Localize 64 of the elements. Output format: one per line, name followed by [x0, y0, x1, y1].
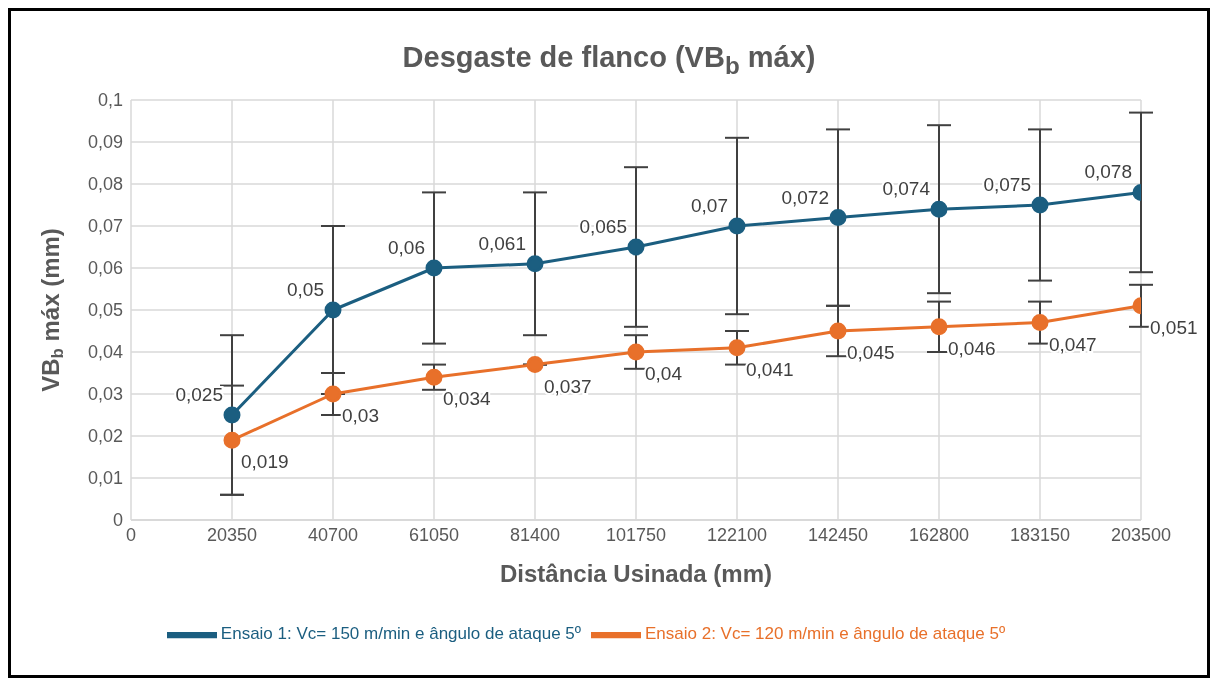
- point: [829, 322, 847, 340]
- y-tick-label: 0,1: [97, 90, 123, 111]
- legend-label: Ensaio 2: Vc= 120 m/min e ângulo de ataque 5º: [645, 624, 1006, 644]
- point: [425, 259, 443, 277]
- data-label: 0,074: [882, 178, 931, 199]
- chart-title: Desgaste de flanco (VB$_{b}$ máx): [401, 41, 817, 80]
- data-label: 0,025: [175, 383, 223, 405]
- y-tick-label: 0,04: [87, 342, 123, 363]
- x-axis-title: Distância Usinada (mm): [499, 559, 773, 587]
- x-tick-label: 20350: [206, 524, 258, 545]
- point: [526, 255, 544, 273]
- data-label: 0,047: [1049, 333, 1097, 355]
- x-tick-label: 40700: [307, 524, 359, 545]
- point: [930, 200, 948, 218]
- legend-label: Ensaio 1: Vc= 150 m/min e ângulo de ataque 5º: [220, 624, 581, 644]
- data-label: 0,072: [781, 186, 829, 208]
- point: [728, 217, 746, 235]
- y-tick-label: 0: [112, 510, 123, 531]
- data-label: 0,065: [579, 215, 627, 237]
- y-tick-label: 0,02: [87, 426, 123, 447]
- x-tick-label: 203500: [1110, 524, 1172, 545]
- point: [627, 343, 645, 361]
- point: [425, 368, 443, 386]
- x-tick-label: 162800: [908, 524, 970, 545]
- data-label: 0,034: [443, 388, 491, 409]
- y-tick-label: 0,01: [87, 468, 123, 489]
- x-tick-label: 0: [125, 524, 137, 545]
- point: [1031, 196, 1049, 214]
- data-label: 0,078: [1084, 161, 1132, 183]
- data-label: 0,041: [746, 358, 794, 380]
- point: [223, 431, 241, 449]
- y-tick-label: 0,09: [87, 132, 123, 153]
- y-tick-label: 0,07: [87, 216, 123, 237]
- point: [627, 238, 645, 256]
- data-label: 0,051: [1150, 316, 1198, 338]
- x-tick-label: 101750: [605, 524, 667, 545]
- data-label: 0,037: [544, 375, 592, 397]
- point: [728, 339, 746, 357]
- y-tick-label: 0,08: [87, 174, 123, 195]
- data-label: 0,06: [388, 236, 425, 258]
- data-label: 0,019: [241, 451, 289, 472]
- data-label: 0,04: [645, 362, 683, 384]
- data-label: 0,05: [287, 278, 324, 300]
- point: [324, 385, 342, 403]
- x-tick-label: 122100: [706, 524, 768, 545]
- point: [324, 301, 342, 319]
- x-tick-label: 61050: [408, 524, 460, 545]
- point: [526, 355, 544, 373]
- point: [930, 318, 948, 336]
- y-tick-label: 0,06: [87, 258, 123, 279]
- y-tick-label: 0,05: [87, 300, 123, 321]
- point: [829, 208, 847, 226]
- x-tick-label: 142450: [807, 524, 869, 545]
- point: [223, 406, 241, 424]
- x-tick-label: 183150: [1009, 524, 1071, 545]
- data-label: 0,045: [847, 341, 895, 363]
- data-label: 0,061: [478, 232, 526, 254]
- data-label: 0,03: [342, 404, 379, 426]
- data-label: 0,075: [983, 173, 1031, 195]
- data-label: 0,07: [691, 194, 728, 216]
- point: [1031, 313, 1049, 331]
- x-tick-label: 81400: [509, 524, 561, 545]
- y-tick-label: 0,03: [87, 384, 123, 405]
- data-label: 0,046: [948, 337, 996, 359]
